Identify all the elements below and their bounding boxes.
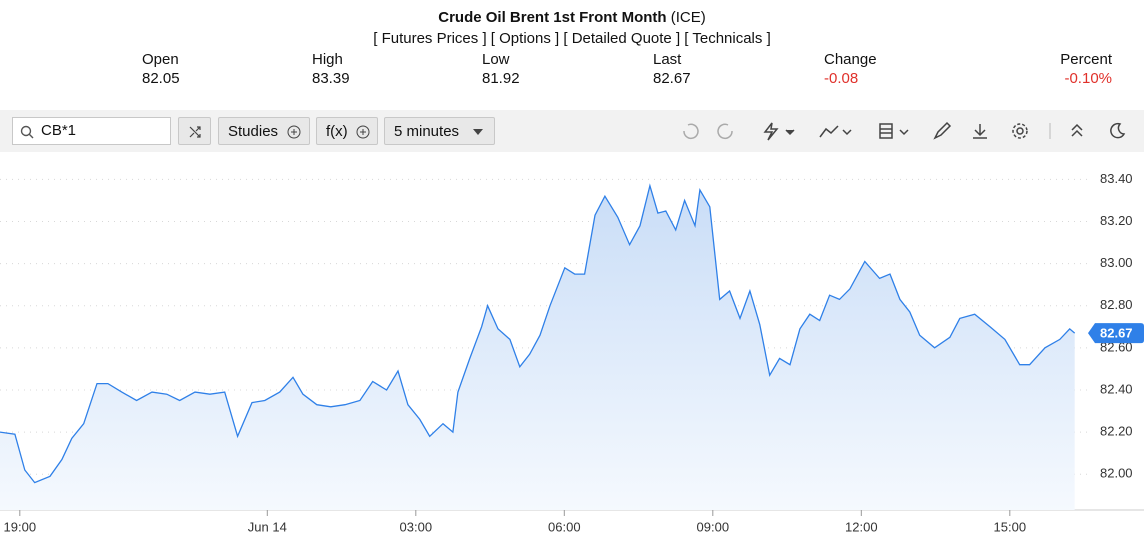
- toolbar: CB*1 Studies f(x) 5 minutes: [0, 110, 1144, 152]
- quote-title: Crude Oil Brent 1st Front Month (ICE): [0, 9, 1144, 26]
- nav-link[interactable]: Technicals: [692, 30, 763, 47]
- x-tick-label: 12:00: [845, 519, 878, 534]
- search-box[interactable]: CB*1: [12, 117, 171, 145]
- title: Crude Oil Brent 1st Front Month: [438, 9, 667, 26]
- y-tick-label: 83.00: [1100, 255, 1133, 270]
- nav-link[interactable]: Futures Prices: [381, 30, 479, 47]
- compare-button[interactable]: [178, 117, 211, 145]
- search-icon: [20, 125, 34, 139]
- chart: 82.0082.2082.4082.6082.8083.0083.2083.40…: [0, 171, 1144, 534]
- last-price-label: 82.67: [1100, 326, 1133, 341]
- area-fill: [0, 185, 1075, 510]
- stat-label: Low: [482, 51, 510, 68]
- y-tick-label: 83.20: [1100, 213, 1133, 228]
- x-tick-label: 03:00: [400, 519, 433, 534]
- stat-value: 82.67: [653, 70, 691, 87]
- stat-label: Percent: [1060, 51, 1112, 68]
- fx-label: f(x): [326, 123, 348, 140]
- toolbar-icons[interactable]: [680, 120, 1140, 142]
- stat: Low 81.92: [482, 50, 520, 88]
- interval-select[interactable]: 5 minutes: [384, 117, 495, 145]
- y-tick-label: 82.40: [1100, 381, 1133, 396]
- x-tick-label: 06:00: [548, 519, 581, 534]
- stat-value: 82.05: [142, 70, 180, 87]
- stat-value: 83.39: [312, 70, 350, 87]
- y-tick-label: 83.40: [1100, 171, 1133, 186]
- studies-button[interactable]: Studies: [218, 117, 310, 145]
- nav-link[interactable]: Detailed Quote: [571, 30, 672, 47]
- stat-label: Change: [824, 51, 877, 68]
- y-tick-label: 82.80: [1100, 297, 1133, 312]
- stat: Percent -0.10%: [1060, 50, 1112, 88]
- stat: Change -0.08: [824, 50, 877, 88]
- stat: Last 82.67: [653, 50, 691, 88]
- y-tick-label: 82.20: [1100, 424, 1133, 439]
- stat: High 83.39: [312, 50, 350, 88]
- stat: Open 82.05: [142, 50, 180, 88]
- studies-label: Studies: [228, 123, 279, 140]
- x-tick-label: 09:00: [697, 519, 730, 534]
- stat-label: Last: [653, 51, 682, 68]
- nav-link[interactable]: Options: [499, 30, 551, 47]
- interval-label: 5 minutes: [394, 123, 460, 140]
- x-tick-label: 15:00: [994, 519, 1027, 534]
- stat-value: -0.10%: [1064, 70, 1112, 87]
- links: [ Futures Prices ] [ Options ] [ Detaile…: [373, 30, 771, 47]
- price-line: [0, 183, 1076, 484]
- stat-label: High: [312, 51, 343, 68]
- stat-value: -0.08: [824, 70, 859, 87]
- search-text: CB*1: [41, 122, 77, 139]
- exchange: (ICE): [670, 9, 706, 26]
- y-tick-label: 82.00: [1100, 466, 1133, 481]
- fx-button[interactable]: f(x): [316, 117, 378, 145]
- x-tick-label: Jun 14: [248, 519, 287, 534]
- last-price-tag: [1088, 323, 1144, 344]
- stat-label: Open: [142, 51, 179, 68]
- x-tick-label: 19:00: [4, 519, 37, 534]
- stat-value: 81.92: [482, 70, 520, 87]
